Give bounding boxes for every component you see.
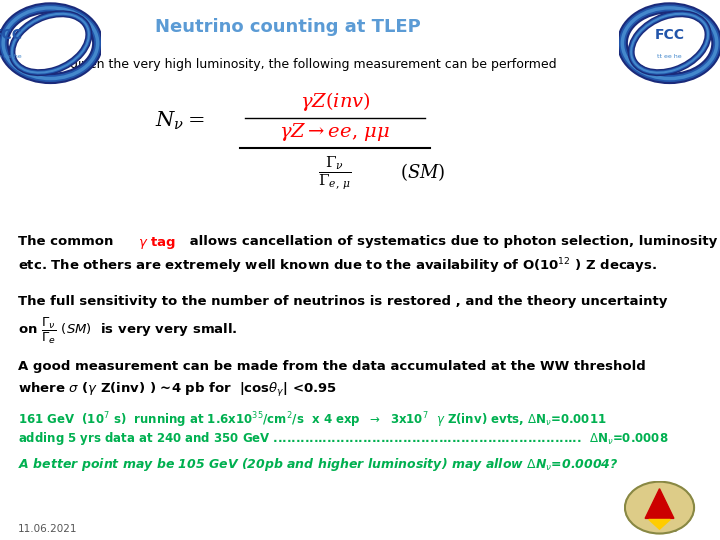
Text: FCC: FCC (0, 28, 23, 42)
Circle shape (625, 482, 694, 534)
Text: A better point may be 105 GeV (20pb and higher luminosity) may allow $\Delta$N$_: A better point may be 105 GeV (20pb and … (18, 456, 618, 473)
Text: A good measurement can be made from the data accumulated at the WW threshold: A good measurement can be made from the … (18, 360, 646, 373)
Text: 161 GeV  (10$^7$ s)  running at 1.6x10$^{35}$/cm$^2$/s  x 4 exp  $\rightarrow$  : 161 GeV (10$^7$ s) running at 1.6x10$^{3… (18, 410, 606, 430)
Text: $\gamma Z \rightarrow ee,\,\mu\mu$: $\gamma Z \rightarrow ee,\,\mu\mu$ (279, 121, 391, 143)
Polygon shape (645, 489, 674, 518)
Text: 30: 30 (665, 524, 678, 534)
Text: on $\dfrac{\Gamma_{\nu}}{\Gamma_{e}}$ $(SM)$  is very very small.: on $\dfrac{\Gamma_{\nu}}{\Gamma_{e}}$ $(… (18, 316, 238, 346)
Text: allows cancellation of systematics due to photon selection, luminosity: allows cancellation of systematics due t… (185, 235, 717, 248)
Text: tt ee he: tt ee he (657, 53, 682, 59)
Text: FCC: FCC (654, 28, 685, 42)
Text: hh ee he: hh ee he (0, 53, 22, 59)
Text: $\gamma Z(inv)$: $\gamma Z(inv)$ (300, 90, 370, 113)
Text: adding 5 yrs data at 240 and 350 GeV ...........................................: adding 5 yrs data at 240 and 350 GeV ...… (18, 430, 668, 447)
Text: where $\sigma$ ($\gamma$ Z(inv) ) ~4 pb for  |cos$\theta_{\gamma}$| <0.95: where $\sigma$ ($\gamma$ Z(inv) ) ~4 pb … (18, 381, 337, 399)
Text: 11.06.2021: 11.06.2021 (18, 524, 78, 534)
Text: The full sensitivity to the number of neutrinos is restored , and the theory unc: The full sensitivity to the number of ne… (18, 295, 667, 308)
Text: given the very high luminosity, the following measurement can be performed: given the very high luminosity, the foll… (70, 58, 557, 71)
Text: $\gamma$ tag: $\gamma$ tag (138, 235, 176, 251)
Polygon shape (649, 519, 670, 529)
Text: Neutrino counting at TLEP: Neutrino counting at TLEP (155, 18, 420, 36)
Text: The common: The common (18, 235, 118, 248)
Text: $\dfrac{\Gamma_{\nu}}{\Gamma_{e,\,\mu}}$: $\dfrac{\Gamma_{\nu}}{\Gamma_{e,\,\mu}}$ (318, 155, 352, 192)
Text: etc. The others are extremely well known due to the availability of O(10$^{12}$ : etc. The others are extremely well known… (18, 256, 657, 275)
Text: $N_{\nu} = $: $N_{\nu} = $ (155, 110, 204, 132)
Text: $(SM)$: $(SM)$ (400, 161, 446, 183)
